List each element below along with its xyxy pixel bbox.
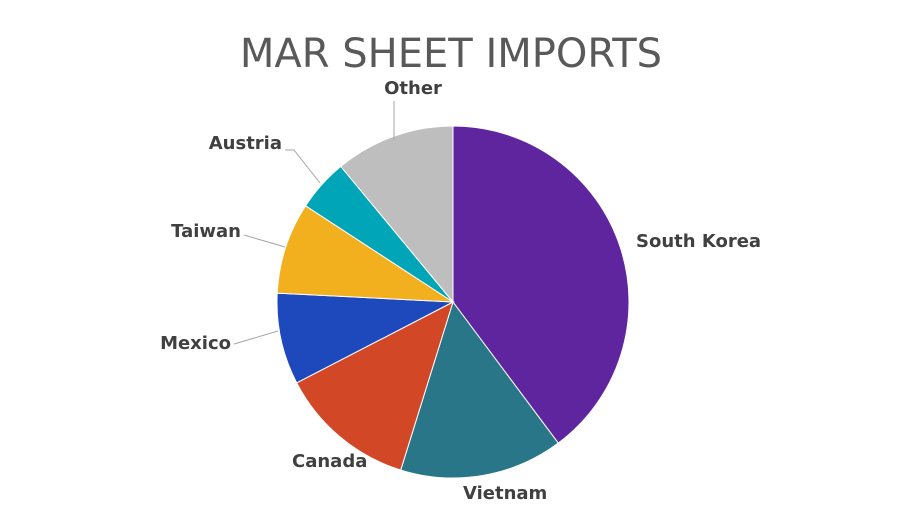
- data-label: Other: [384, 78, 442, 99]
- data-label: Vietnam: [463, 483, 547, 504]
- leader-line: [233, 330, 279, 345]
- data-label: Mexico: [160, 333, 231, 354]
- slice-south-korea: [452, 125, 630, 444]
- slice-vietnam: [400, 300, 559, 479]
- slice-mexico: [276, 292, 455, 384]
- leader-line: [243, 234, 286, 248]
- slice-canada: [296, 301, 454, 471]
- chart-title: MAR SHEET IMPORTS: [240, 31, 662, 77]
- slice-taiwan: [276, 205, 455, 303]
- data-label: Canada: [292, 451, 367, 472]
- leader-line: [285, 149, 321, 184]
- data-label: South Korea: [636, 231, 761, 252]
- slice-other: [340, 125, 454, 304]
- data-label: Austria: [209, 133, 282, 154]
- data-label: Taiwan: [171, 221, 241, 242]
